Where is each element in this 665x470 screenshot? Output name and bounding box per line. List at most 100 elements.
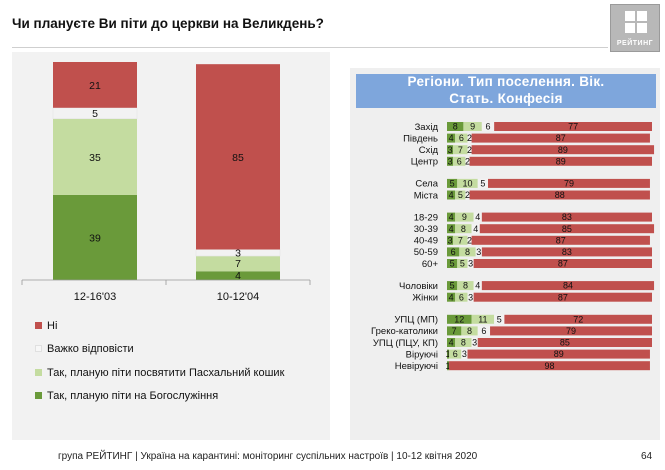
row-label-11: Чоловіки xyxy=(399,281,438,292)
row-value-ni-7: 85 xyxy=(562,224,572,234)
logo-text: РЕЙТИНГ xyxy=(616,40,654,47)
row-value-paskhalnyi-15: 8 xyxy=(461,338,466,348)
row-value-vazhko-15: 3 xyxy=(472,338,477,348)
legend-swatch-ni xyxy=(35,322,42,329)
row-bar-ni-9 xyxy=(481,247,652,257)
row-value-bogosluzhinnia-9: 6 xyxy=(451,247,456,257)
bar-paskhalnyi-1 xyxy=(196,256,280,272)
row-bar-paskhalnyi-7 xyxy=(455,224,472,234)
row-value-ni-4: 79 xyxy=(564,179,574,189)
row-label-0: Захід xyxy=(415,122,439,133)
row-bar-paskhalnyi-2 xyxy=(453,145,468,155)
bar-label-vazhko-1: 3 xyxy=(235,247,241,259)
row-value-bogosluzhinnia-2: 3 xyxy=(448,145,453,155)
row-value-ni-11: 84 xyxy=(563,281,573,291)
legend-label-bogosluzhinnia: Так, планую піти на Богослужіння xyxy=(47,390,219,402)
row-bar-ni-8 xyxy=(471,235,650,245)
row-value-paskhalnyi-2: 7 xyxy=(458,145,463,155)
row-bar-vazhko-13 xyxy=(494,314,505,324)
row-bar-vazhko-14 xyxy=(477,326,491,336)
row-label-1: Південь xyxy=(403,133,438,144)
row-label-10: 60+ xyxy=(422,259,439,270)
bar-label-paskhalnyi-1: 7 xyxy=(235,258,241,270)
row-value-vazhko-3: 2 xyxy=(465,156,470,166)
row-value-ni-3: 89 xyxy=(556,156,566,166)
row-bar-paskhalnyi-9 xyxy=(459,247,476,257)
row-value-paskhalnyi-9: 8 xyxy=(465,247,470,257)
row-bar-bogosluzhinnia-2 xyxy=(447,145,454,155)
row-value-paskhalnyi-12: 6 xyxy=(459,292,464,302)
footer-text: група РЕЙТИНГ | Україна на карантині: мо… xyxy=(58,451,478,462)
row-bar-ni-14 xyxy=(490,326,652,336)
row-bar-ni-16 xyxy=(467,349,650,359)
row-value-paskhalnyi-0: 9 xyxy=(470,122,475,132)
rating-logo: РЕЙТИНГ xyxy=(610,4,660,52)
row-value-vazhko-12: 3 xyxy=(468,292,473,302)
row-bar-ni-11 xyxy=(481,281,655,291)
row-bar-ni-3 xyxy=(469,156,652,166)
legend-label-vazhko: Важко відповісти xyxy=(47,343,134,355)
row-bar-ni-7 xyxy=(479,224,655,234)
page-title: Чи плануєте Ви піти до церкви на Великде… xyxy=(12,16,324,31)
row-bar-bogosluzhinnia-8 xyxy=(447,235,454,245)
row-bar-paskhalnyi-6 xyxy=(455,212,474,222)
row-value-vazhko-2: 2 xyxy=(467,145,472,155)
row-bar-bogosluzhinnia-5 xyxy=(447,190,456,200)
row-value-paskhalnyi-7: 8 xyxy=(461,224,466,234)
row-bar-ni-6 xyxy=(481,212,652,222)
row-bar-vazhko-6 xyxy=(473,212,482,222)
row-label-14: Греко-католики xyxy=(371,326,438,337)
row-value-paskhalnyi-13: 11 xyxy=(478,314,487,324)
row-bar-vazhko-9 xyxy=(475,247,482,257)
row-bar-bogosluzhinnia-3 xyxy=(447,156,454,166)
row-value-paskhalnyi-3: 6 xyxy=(457,156,462,166)
row-bar-paskhalnyi-12 xyxy=(455,292,468,302)
row-value-ni-2: 89 xyxy=(558,145,568,155)
row-value-bogosluzhinnia-1: 4 xyxy=(449,133,454,143)
row-value-vazhko-14: 6 xyxy=(481,326,486,336)
right-chart-header: Регіони. Тип поселення. Вік. Стать. Конф… xyxy=(356,74,656,108)
legend-swatch-paskhalnyi xyxy=(35,369,42,376)
row-bar-vazhko-2 xyxy=(467,145,472,155)
row-bar-paskhalnyi-11 xyxy=(457,281,474,291)
row-bar-vazhko-16 xyxy=(461,349,468,359)
row-bar-bogosluzhinnia-1 xyxy=(447,133,456,143)
right-chart-header-line-1: Регіони. Тип поселення. Вік. xyxy=(407,74,605,89)
row-bar-vazhko-1 xyxy=(467,133,472,143)
row-value-ni-10: 87 xyxy=(558,259,568,269)
row-value-bogosluzhinnia-7: 4 xyxy=(449,224,454,234)
row-value-vazhko-11: 4 xyxy=(475,281,480,291)
row-value-bogosluzhinnia-8: 3 xyxy=(448,235,453,245)
row-value-vazhko-6: 4 xyxy=(475,212,480,222)
bar-label-bogosluzhinnia-0: 39 xyxy=(89,232,101,244)
row-bar-paskhalnyi-8 xyxy=(453,235,468,245)
row-value-paskhalnyi-1: 6 xyxy=(459,133,464,143)
row-value-ni-16: 89 xyxy=(554,349,564,359)
row-value-bogosluzhinnia-5: 4 xyxy=(449,190,454,200)
row-bar-ni-2 xyxy=(471,145,655,155)
row-bar-ni-1 xyxy=(471,133,650,143)
row-value-bogosluzhinnia-0: 8 xyxy=(453,122,458,132)
row-value-ni-5: 88 xyxy=(555,190,565,200)
row-bar-bogosluzhinnia-10 xyxy=(447,259,458,268)
row-value-bogosluzhinnia-13: 12 xyxy=(454,314,464,324)
row-bar-paskhalnyi-1 xyxy=(455,133,468,143)
row-bar-ni-10 xyxy=(473,259,652,268)
row-bar-vazhko-10 xyxy=(467,259,474,268)
row-value-bogosluzhinnia-10: 5 xyxy=(450,259,455,269)
row-value-bogosluzhinnia-17: 1 xyxy=(446,361,451,371)
row-bar-paskhalnyi-13 xyxy=(471,314,495,324)
row-label-17: Невіруючі xyxy=(395,361,438,372)
row-value-paskhalnyi-10: 5 xyxy=(460,259,465,269)
bar-label-bogosluzhinnia-1: 4 xyxy=(235,270,241,282)
row-label-16: Віруючі xyxy=(406,349,438,360)
row-label-4: Села xyxy=(415,179,438,190)
row-value-paskhalnyi-4: 10 xyxy=(462,179,472,189)
page-number: 64 xyxy=(641,451,653,462)
row-bar-bogosluzhinnia-9 xyxy=(447,247,460,257)
row-bar-ni-15 xyxy=(477,338,652,347)
row-value-ni-15: 85 xyxy=(560,338,570,348)
row-value-bogosluzhinnia-4: 5 xyxy=(450,179,455,189)
row-value-vazhko-1: 2 xyxy=(467,133,472,143)
